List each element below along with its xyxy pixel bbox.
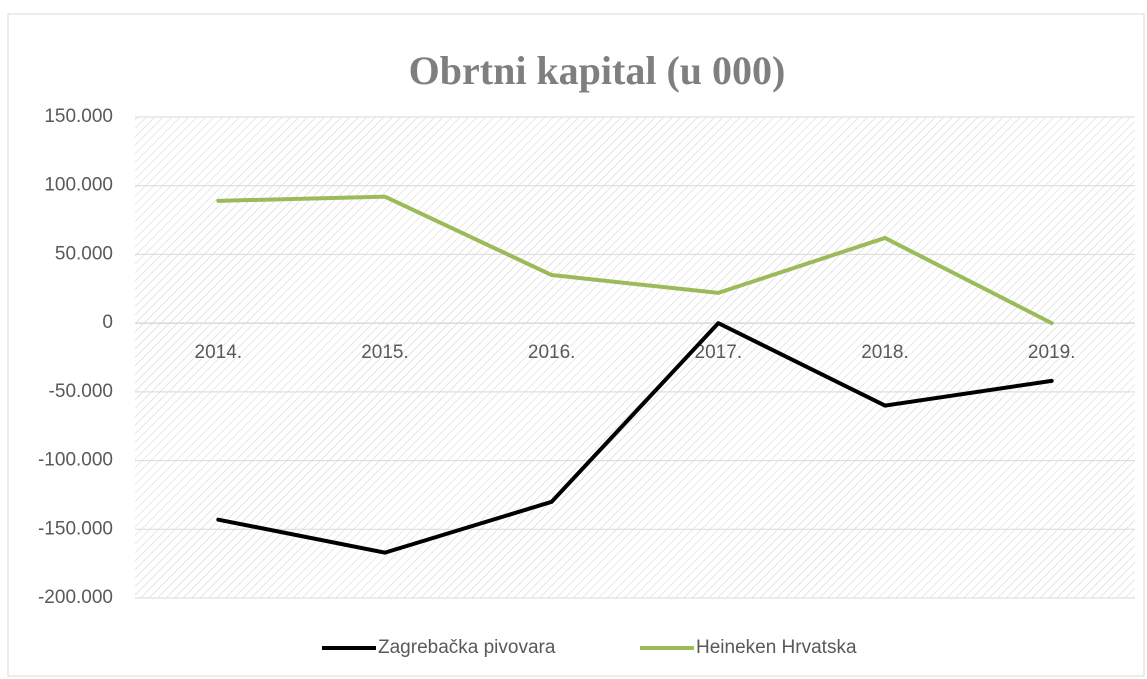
- y-tick-label: 100.000: [44, 175, 113, 196]
- x-tick-label: 2014.: [195, 342, 243, 363]
- x-tick-label: 2016.: [528, 342, 576, 363]
- series-line: [216, 194, 1054, 326]
- y-tick-label: -50.000: [49, 381, 113, 402]
- y-tick-label: -150.000: [38, 518, 113, 539]
- chart-title: Obrtni kapital (u 000): [409, 48, 786, 93]
- y-tick-label: 150.000: [44, 106, 113, 127]
- x-tick-label: 2018.: [861, 342, 909, 363]
- x-tick-label: 2019.: [1028, 342, 1076, 363]
- legend-label: Heineken Hrvatska: [696, 637, 857, 658]
- y-tick-label: -100.000: [38, 450, 113, 471]
- plot-area: [135, 117, 1135, 598]
- legend-label: Zagrebačka pivovara: [378, 637, 556, 658]
- y-tick-label: -200.000: [38, 587, 113, 608]
- x-tick-label: 2017.: [695, 342, 743, 363]
- y-tick-label: 50.000: [55, 243, 113, 264]
- y-tick-label: 0: [102, 312, 113, 333]
- x-tick-label: 2015.: [361, 342, 409, 363]
- series-line: [216, 321, 1054, 555]
